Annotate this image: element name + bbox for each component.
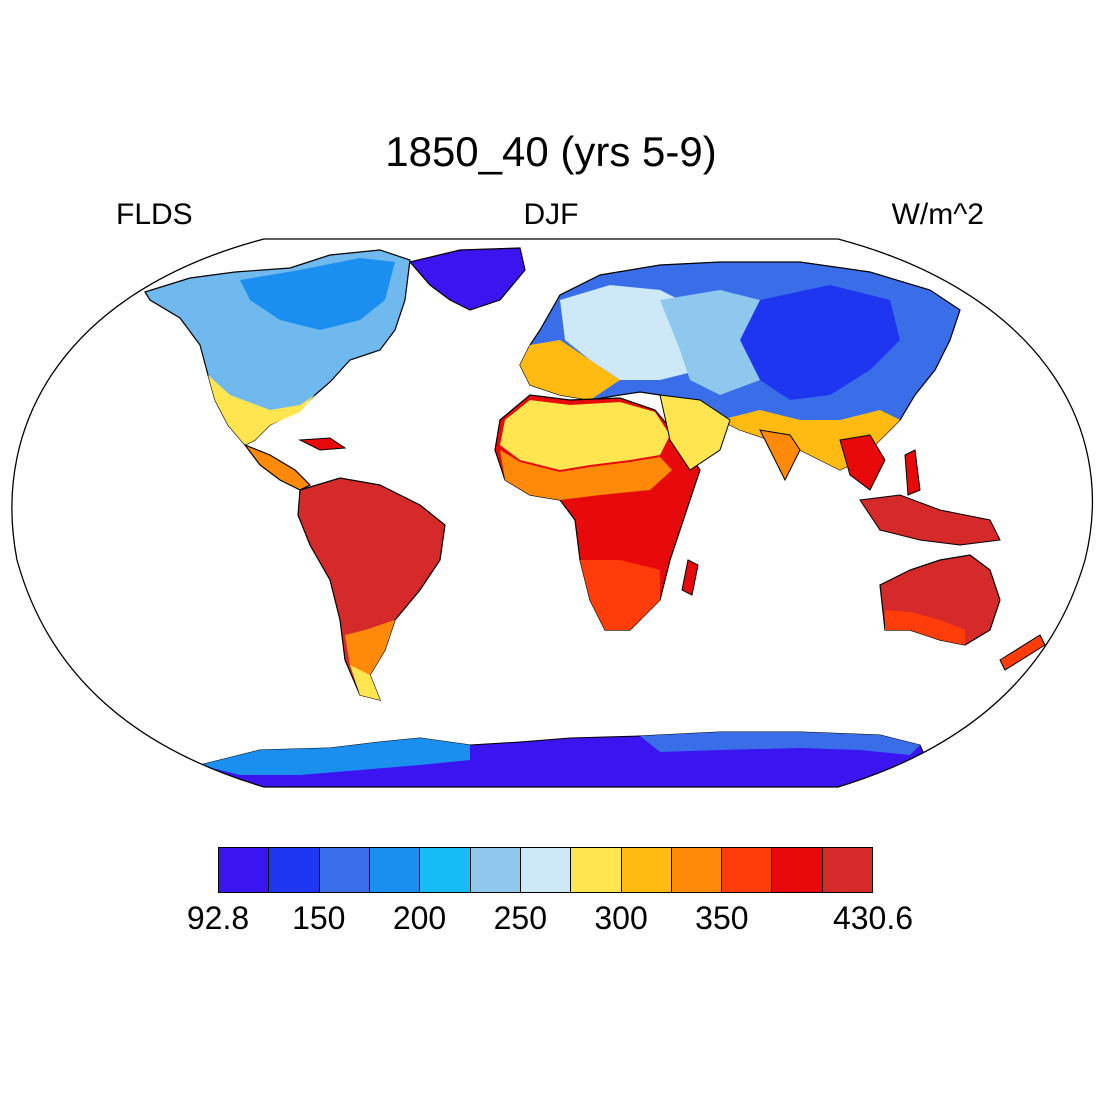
map-title: 1850_40 (yrs 5-9) bbox=[385, 128, 717, 175]
colorbar-box bbox=[369, 848, 421, 892]
colorbar-tick-label: 150 bbox=[292, 900, 346, 936]
colorbar-tick-label: 430.6 bbox=[832, 900, 914, 936]
colorbar-box bbox=[520, 848, 572, 892]
colorbar bbox=[218, 847, 873, 893]
season-label: DJF bbox=[523, 198, 579, 231]
colorbar-box bbox=[269, 848, 320, 892]
region-australia-south bbox=[885, 610, 965, 645]
units-label: W/m^2 bbox=[891, 198, 984, 231]
region-caribbean bbox=[298, 437, 347, 451]
colorbar-box bbox=[319, 848, 370, 892]
colorbar-tick-label: 250 bbox=[493, 900, 547, 936]
region-antarctica-east-coast bbox=[640, 732, 920, 755]
colorbar-tick-label: 300 bbox=[594, 900, 648, 936]
colorbar-box bbox=[822, 848, 873, 892]
region-canada-cold bbox=[240, 258, 395, 330]
region-mediterranean bbox=[520, 340, 620, 400]
region-central-america bbox=[243, 443, 312, 491]
region-new-zealand bbox=[999, 634, 1046, 671]
region-madagascar bbox=[681, 559, 699, 596]
map-boundary bbox=[11, 238, 1094, 788]
region-india bbox=[759, 429, 801, 482]
region-central-asia bbox=[660, 290, 760, 395]
colorbar-box bbox=[671, 848, 723, 892]
colorbar-tick-label: 92.8 bbox=[186, 900, 250, 936]
region-indonesia bbox=[859, 494, 1001, 546]
colorbar-box bbox=[772, 848, 823, 892]
region-sahara bbox=[500, 400, 670, 470]
region-arabia bbox=[659, 394, 731, 471]
region-greenland bbox=[408, 247, 526, 311]
region-north-america-south bbox=[208, 375, 315, 445]
colorbar-box bbox=[470, 848, 521, 892]
region-antarctica-coast bbox=[200, 738, 470, 775]
colorbar-tick-label: 200 bbox=[392, 900, 447, 936]
colorbar-box bbox=[722, 848, 773, 892]
colorbar-box bbox=[420, 848, 471, 892]
colorbar-box bbox=[571, 848, 622, 892]
region-philippines bbox=[904, 449, 921, 496]
region-southern-africa bbox=[580, 560, 660, 630]
colorbar-box bbox=[621, 848, 672, 892]
variable-label: FLDS bbox=[116, 198, 193, 231]
region-sahel bbox=[500, 450, 672, 500]
region-se-asia bbox=[839, 434, 886, 491]
colorbar-tick-label: 350 bbox=[695, 900, 749, 936]
colorbar-box bbox=[219, 848, 270, 892]
region-siberia bbox=[740, 285, 900, 400]
region-patagonia bbox=[350, 665, 380, 700]
